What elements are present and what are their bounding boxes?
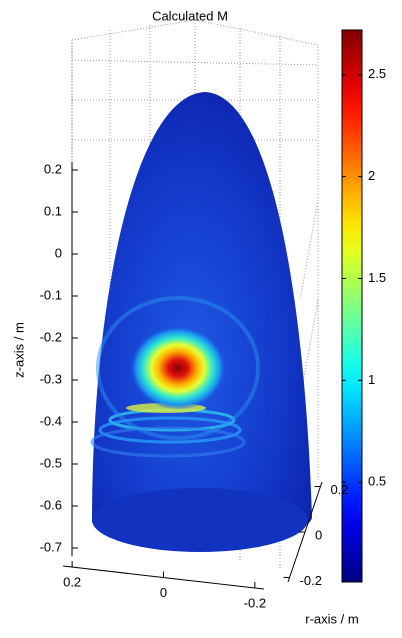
colorbar-tick-label: 1.5: [368, 270, 386, 285]
colorbar-tick-label: 1: [368, 372, 375, 387]
z-tick-label: 0.2: [44, 161, 62, 176]
z-axis-label: z-axis / m: [11, 322, 26, 378]
colorbar-tick-label: 2: [368, 168, 375, 183]
x-tick-label: 0.2: [63, 574, 81, 589]
colorbar-tick-label: 0.5: [368, 474, 386, 489]
colorbar: [341, 29, 363, 583]
z-tick-label: -0.4: [40, 413, 62, 428]
z-tick-label: -0.6: [40, 497, 62, 512]
z-tick-label: -0.2: [40, 329, 62, 344]
z-tick-label: -0.3: [40, 371, 62, 386]
surface: [90, 92, 312, 552]
y-tick-label: -0.2: [300, 573, 322, 588]
y-tick-label: 0: [315, 527, 322, 542]
y-tick-label: 0.2: [330, 482, 348, 497]
chart-title: Calculated M: [152, 8, 228, 23]
colorbar-tick-label: 2.5: [368, 66, 386, 81]
x-tick-label: -0.2: [244, 595, 266, 610]
z-tick-label: -0.1: [40, 287, 62, 302]
x-tick-label: 0: [160, 585, 167, 600]
z-tick-label: -0.7: [40, 539, 62, 554]
z-tick-label: 0: [55, 245, 62, 260]
x-axis-label: r-axis / m: [305, 611, 358, 626]
z-tick-label: 0.1: [44, 203, 62, 218]
z-tick-label: -0.5: [40, 455, 62, 470]
